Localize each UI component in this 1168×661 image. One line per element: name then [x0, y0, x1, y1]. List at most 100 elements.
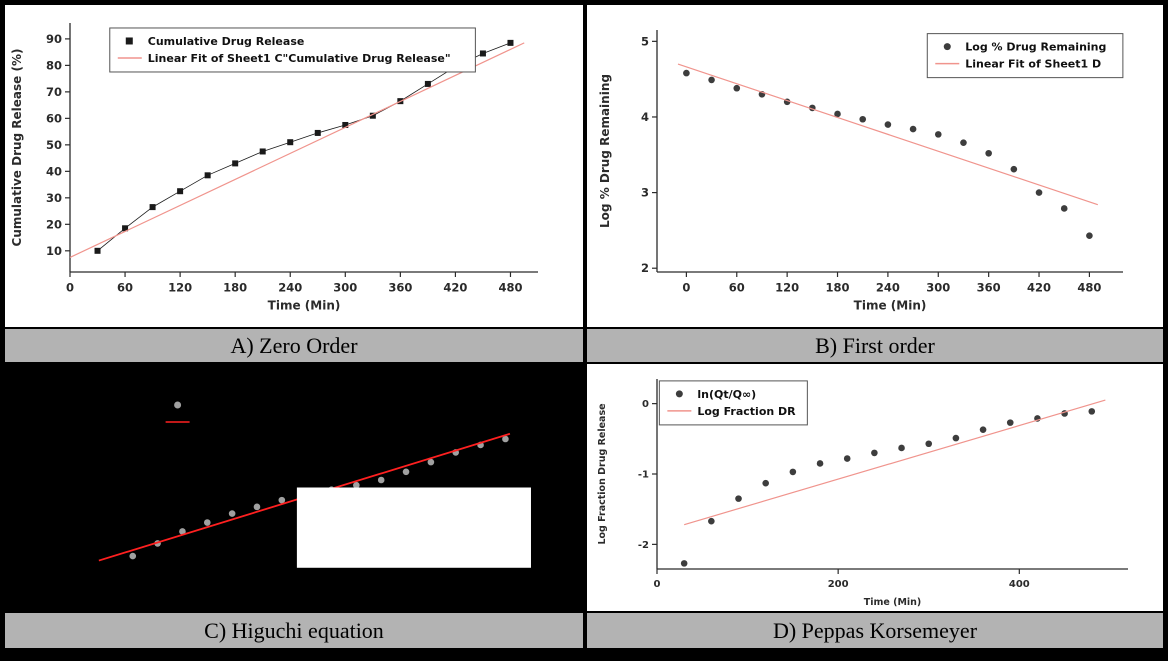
svg-text:240: 240	[876, 281, 900, 295]
legend-label: ln(Qt/Q∞)	[697, 388, 756, 401]
caption-zero-order: A) Zero Order	[5, 329, 583, 362]
svg-text:300: 300	[333, 281, 357, 295]
legend-label: Linear Fit of Sheet1 D	[965, 58, 1101, 71]
data-point	[733, 84, 741, 92]
y-axis-label: Log Fraction Drug Release	[597, 403, 608, 544]
axes: 0 200 400 0 -1 -2 Time (Min) Log Fraction Drug …	[597, 379, 1128, 608]
series-linear-fit	[677, 63, 1099, 206]
caption-peppas-korsemeyer: D) Peppas Korsemeyer	[587, 613, 1163, 648]
svg-text:-1: -1	[638, 470, 649, 481]
data-point	[122, 225, 129, 232]
data-point	[507, 39, 514, 46]
svg-text:200: 200	[828, 579, 849, 590]
series-log-fraction-dr	[684, 399, 1106, 526]
data-point	[259, 148, 266, 155]
data-point	[843, 455, 851, 462]
data-point	[708, 517, 715, 525]
legend-label: Linear Fit of Sheet1 C"Cumulative Drug R…	[148, 52, 451, 65]
data-point	[177, 188, 184, 195]
data-point	[735, 495, 742, 502]
legend-label: Log % Drug Remaining	[965, 41, 1106, 54]
data-point	[1088, 408, 1096, 415]
data-point	[228, 510, 236, 517]
data-point	[1035, 189, 1043, 196]
data-point	[287, 139, 294, 146]
legend-label: Cumulative Drug Release	[148, 35, 305, 48]
data-point	[708, 76, 715, 84]
data-point	[314, 129, 321, 136]
svg-text:80: 80	[46, 58, 62, 72]
svg-text:180: 180	[826, 281, 850, 295]
svg-text:60: 60	[729, 281, 745, 295]
svg-text:360: 360	[977, 281, 1001, 295]
panel-first-order: 0 60 120 180 240 300 360 420 480 2 3 4 5 Time (Min) Lo…	[587, 5, 1163, 327]
svg-text:400: 400	[1009, 579, 1030, 590]
panel-higuchi	[5, 364, 583, 611]
data-point	[952, 434, 960, 442]
data-point	[859, 115, 867, 123]
data-point	[342, 121, 349, 128]
svg-text:0: 0	[66, 281, 74, 295]
x-axis-label: Time (Min)	[854, 299, 927, 313]
peppas-korsemeyer-chart: 0 200 400 0 -1 -2 Time (Min) Log Fraction Drug …	[597, 379, 1128, 608]
svg-text:480: 480	[498, 281, 522, 295]
svg-text:50: 50	[46, 138, 62, 152]
data-point	[502, 435, 509, 443]
legend-circle-marker	[675, 390, 683, 398]
data-point	[960, 139, 967, 146]
data-point	[402, 468, 410, 476]
series-linear-fit	[69, 42, 525, 258]
data-point	[203, 519, 211, 526]
data-point	[1010, 165, 1018, 173]
series-log-drug-remaining	[683, 69, 1093, 239]
svg-text:30: 30	[46, 191, 62, 205]
data-point	[94, 247, 101, 254]
svg-text:70: 70	[46, 85, 62, 99]
panel-peppas-korsemeyer: 0 200 400 0 -1 -2 Time (Min) Log Fraction Drug …	[587, 364, 1163, 611]
y-axis-label: Log % Drug Remaining	[598, 74, 612, 228]
legend-circle-marker	[174, 401, 182, 409]
data-point	[934, 131, 942, 138]
x-axis-label: Time (Min)	[268, 299, 341, 313]
data-point	[179, 528, 186, 535]
series-ln-qt-q-	[680, 408, 1096, 567]
legend: ln(Qt/Q∞) Log Fraction DR	[658, 380, 808, 426]
data-point	[979, 426, 987, 433]
first-order-chart: 0 60 120 180 240 300 360 420 480 2 3 4 5 Time (Min) Lo…	[598, 30, 1124, 313]
svg-text:5: 5	[641, 34, 649, 48]
svg-text:10: 10	[46, 244, 62, 258]
data-point	[232, 160, 239, 167]
data-point	[816, 460, 824, 467]
y-axis-label: Cumulative Drug Release (%)	[10, 49, 24, 247]
svg-text:360: 360	[388, 281, 412, 295]
data-point	[149, 204, 156, 211]
data-point	[871, 449, 878, 457]
svg-text:0: 0	[642, 399, 649, 410]
svg-text:300: 300	[926, 281, 950, 295]
svg-text:-2: -2	[638, 540, 649, 551]
data-point	[479, 50, 486, 57]
svg-text:2: 2	[641, 261, 649, 275]
data-point	[898, 444, 905, 452]
svg-text:20: 20	[46, 217, 62, 231]
svg-text:0: 0	[654, 579, 661, 590]
data-point	[985, 149, 992, 157]
data-point	[683, 69, 690, 77]
data-point	[762, 479, 769, 487]
svg-text:40: 40	[46, 164, 62, 178]
data-point	[909, 125, 917, 133]
data-point	[353, 481, 360, 489]
svg-text:120: 120	[775, 281, 799, 295]
legend-circle-marker	[943, 43, 951, 51]
legend	[165, 401, 190, 423]
svg-text:60: 60	[117, 281, 133, 295]
data-point	[1006, 419, 1014, 426]
svg-text:120: 120	[168, 281, 192, 295]
caption-first-order: B) First order	[587, 329, 1163, 362]
data-point	[1086, 232, 1093, 239]
legend: Cumulative Drug Release Linear Fit of She…	[109, 27, 476, 73]
data-point	[377, 476, 385, 484]
svg-text:60: 60	[46, 111, 62, 125]
svg-text:420: 420	[443, 281, 467, 295]
